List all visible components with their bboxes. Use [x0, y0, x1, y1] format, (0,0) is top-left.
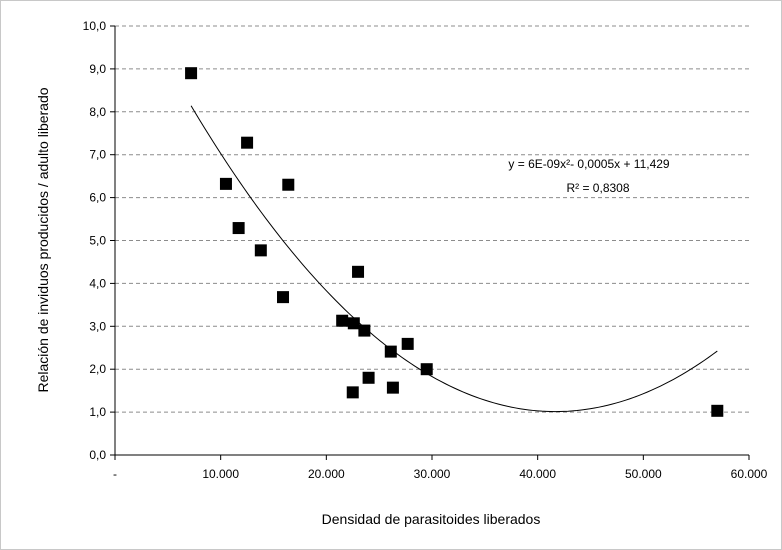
data-point — [420, 363, 433, 376]
data-point — [352, 265, 365, 278]
y-tick-label: 6,0 — [89, 191, 106, 205]
x-tick-label: 10.000 — [202, 467, 239, 481]
y-axis-title: Relación de inviduos producidos / adulto… — [35, 87, 51, 392]
y-tick-label: 3,0 — [89, 319, 106, 333]
y-tick-label: 4,0 — [89, 276, 106, 290]
x-tick-label: 60.000 — [731, 467, 768, 481]
data-points — [185, 67, 724, 417]
y-tick-label: 5,0 — [89, 234, 106, 248]
trendline — [190, 105, 718, 413]
x-tick-label: 30.000 — [414, 467, 451, 481]
x-axis-title: Densidad de parasitoides liberados — [322, 511, 541, 527]
data-point — [384, 345, 397, 358]
y-tick-label: 2,0 — [89, 362, 106, 376]
y-tick-label: 7,0 — [89, 148, 106, 162]
x-tick-labels: - 10.000 20.000 30.000 40.000 50.000 60.000 — [113, 455, 768, 481]
data-point — [386, 381, 399, 394]
x-tick-label: 40.000 — [519, 467, 556, 481]
data-point — [401, 337, 414, 350]
data-point — [336, 314, 349, 327]
y-tick-label: 10,0 — [83, 19, 107, 33]
data-point — [362, 371, 375, 384]
data-point — [346, 386, 359, 399]
data-point — [282, 178, 295, 191]
data-point — [232, 222, 245, 235]
data-point — [358, 324, 371, 337]
y-tick-label: 8,0 — [89, 105, 106, 119]
trendline-equation: y = 6E-09x²- 0,0005x + 11,429 — [508, 157, 670, 171]
data-point — [241, 136, 254, 149]
x-tick-label: 50.000 — [625, 467, 662, 481]
data-point — [347, 317, 360, 330]
x-tick-label: - — [113, 467, 117, 481]
data-point — [254, 244, 267, 257]
data-point — [185, 67, 198, 80]
data-point — [711, 404, 724, 417]
y-tick-label: 0,0 — [89, 448, 106, 462]
data-point — [219, 177, 232, 190]
y-tick-label: 1,0 — [89, 405, 106, 419]
data-point — [277, 291, 290, 304]
y-tick-label: 9,0 — [89, 62, 106, 76]
x-tick-label: 20.000 — [308, 467, 345, 481]
y-tick-labels: 0,0 1,0 2,0 3,0 4,0 5,0 6,0 7,0 8,0 9,0 10,0 — [83, 19, 115, 462]
trendline-r-squared: R² = 0,8308 — [566, 181, 629, 195]
grid-lines — [115, 25, 749, 413]
